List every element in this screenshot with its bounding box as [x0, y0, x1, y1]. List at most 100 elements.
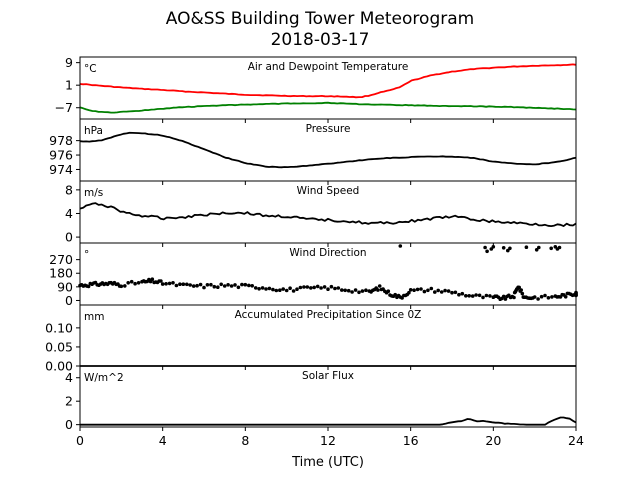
- wind-direction-point: [160, 282, 165, 286]
- wind-direction-point: [209, 282, 213, 287]
- wind-direction-point: [550, 295, 554, 299]
- wind-direction-point: [563, 295, 568, 299]
- panel-unit: °C: [84, 63, 97, 75]
- wind-direction-point: [353, 288, 358, 292]
- y-tick-label: 974: [49, 162, 73, 177]
- x-tick-label: 8: [241, 433, 249, 448]
- panel-label: Air and Dewpoint Temperature: [248, 61, 409, 73]
- wind-direction-point: [519, 288, 523, 292]
- wind-direction-point: [212, 284, 217, 289]
- wind-direction-point: [501, 246, 506, 250]
- y-tick-label: 1: [65, 78, 73, 93]
- wind-direction-point: [549, 246, 553, 251]
- wind-direction-point: [506, 248, 510, 253]
- wind-direction-point: [536, 297, 540, 301]
- wind-direction-point: [329, 284, 334, 289]
- wind-direction-point: [281, 287, 286, 291]
- wind-direction-point: [377, 284, 382, 288]
- wind-direction-point: [357, 290, 361, 295]
- panel-label: Solar Flux: [302, 370, 354, 382]
- wind-direction-point: [429, 286, 434, 291]
- wind-direction-point: [460, 291, 465, 296]
- y-tick-label: 4: [65, 206, 73, 221]
- wind-direction-point: [537, 245, 541, 250]
- x-tick-label: 12: [320, 433, 336, 448]
- wind-direction-point: [288, 286, 292, 291]
- wind-direction-point: [185, 282, 189, 287]
- panel-0: −7 1 9 Air and Dewpoint Temperature °C: [55, 55, 577, 123]
- wind-direction-point: [534, 248, 539, 252]
- wind-direction-point: [393, 292, 398, 297]
- wind-direction-point: [439, 290, 444, 294]
- wind-direction-point: [222, 284, 227, 288]
- wind-direction-point: [229, 284, 234, 288]
- wind-direction-point: [129, 279, 134, 284]
- series-line-0: [80, 416, 577, 426]
- wind-direction-point: [386, 289, 391, 294]
- panel-unit: m/s: [84, 187, 103, 199]
- wind-direction-point: [123, 284, 127, 288]
- wind-direction-point: [233, 283, 237, 287]
- wind-direction-point: [284, 288, 289, 293]
- wind-direction-point: [503, 297, 508, 301]
- wind-direction-point: [546, 296, 551, 300]
- wind-direction-point: [298, 285, 303, 290]
- wind-direction-point: [508, 246, 512, 251]
- y-tick-label: 976: [49, 148, 73, 163]
- panel-label: Wind Direction: [289, 247, 366, 259]
- wind-direction-point: [243, 282, 248, 287]
- chart-subtitle: 2018-03-17: [271, 30, 370, 50]
- wind-direction-point: [470, 294, 475, 298]
- wind-direction-point: [171, 281, 175, 285]
- wind-direction-point: [467, 294, 472, 298]
- wind-direction-point: [226, 283, 230, 287]
- wind-direction-point: [398, 244, 403, 248]
- wind-direction-point: [408, 288, 413, 292]
- wind-direction-point: [278, 288, 282, 293]
- wind-direction-point: [205, 283, 210, 287]
- panel-4: 0.00 0.05 0.10 Accumulated Precipitation Si…: [45, 304, 577, 374]
- wind-direction-point: [312, 285, 317, 290]
- wind-direction-point: [524, 245, 529, 249]
- wind-direction-point: [512, 295, 516, 300]
- wind-direction-point: [136, 281, 141, 285]
- wind-direction-point: [195, 283, 199, 288]
- wind-direction-point: [491, 245, 496, 249]
- wind-direction-point: [457, 292, 461, 297]
- wind-direction-point: [250, 284, 254, 288]
- wind-direction-point: [557, 245, 562, 250]
- wind-direction-point: [253, 286, 258, 290]
- x-tick-label: 24: [568, 433, 584, 448]
- wind-direction-point: [501, 294, 506, 299]
- wind-direction-point: [543, 293, 547, 298]
- wind-direction-point: [350, 290, 354, 294]
- panel-label: Wind Speed: [297, 185, 360, 197]
- wind-direction-point: [216, 285, 220, 290]
- wind-direction-point: [443, 288, 447, 293]
- panel-unit: °: [84, 249, 89, 261]
- wind-direction-point: [517, 285, 521, 290]
- wind-direction-point: [464, 294, 468, 298]
- wind-direction-point: [436, 288, 441, 293]
- x-tick-label: 16: [403, 433, 419, 448]
- wind-direction-point: [488, 294, 492, 298]
- y-tick-label: 8: [65, 182, 73, 197]
- wind-direction-point: [305, 285, 310, 289]
- wind-direction-point: [336, 286, 341, 290]
- wind-direction-point: [302, 285, 306, 289]
- y-tick-label: 180: [49, 266, 73, 281]
- y-tick-label: 0: [65, 230, 73, 245]
- wind-direction-point: [446, 289, 451, 293]
- wind-direction-point: [164, 282, 168, 286]
- wind-direction-point: [247, 283, 251, 288]
- wind-direction-point: [198, 282, 203, 287]
- wind-direction-point: [309, 286, 313, 290]
- series-line-0: [79, 131, 577, 169]
- wind-direction-point: [119, 284, 124, 289]
- panel-label: Accumulated Precipitation Since 0Z: [235, 309, 422, 321]
- panels-group: −7 1 9 Air and Dewpoint Temperature °C 974976…: [45, 55, 584, 448]
- wind-direction-point: [202, 285, 206, 290]
- wind-direction-point: [315, 284, 320, 289]
